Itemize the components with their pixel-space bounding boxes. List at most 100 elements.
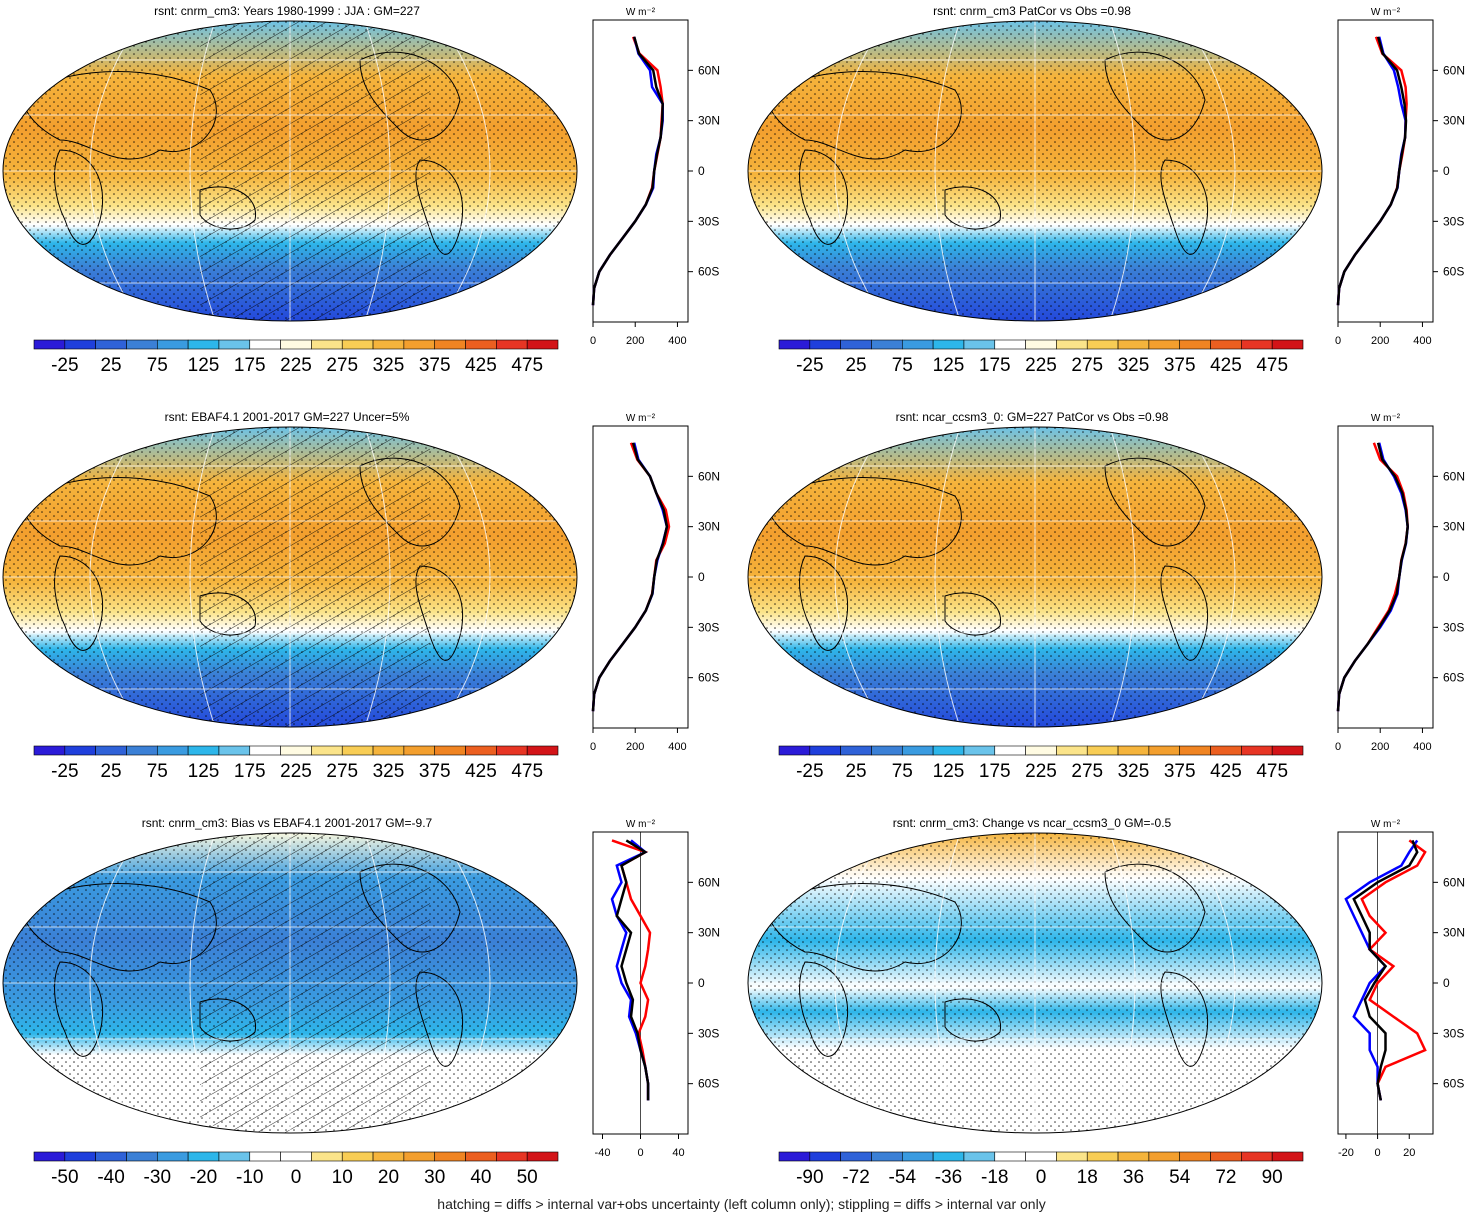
- colorbar-swatch: [1086, 339, 1119, 350]
- colorbar-tick-label: 90: [1262, 1167, 1283, 1188]
- colorbar-tick-label: 0: [291, 1167, 302, 1188]
- colorbar-tick-label: 125: [933, 761, 965, 782]
- colorbar-swatch: [526, 745, 559, 756]
- colorbar-tick-label: 54: [1169, 1167, 1191, 1188]
- colorbar-tick-label: 375: [1164, 761, 1196, 782]
- colorbar-swatch: [341, 745, 374, 756]
- colorbar-tick-label: 10: [332, 1167, 353, 1188]
- map-field: [748, 21, 1322, 321]
- colorbar-swatch: [156, 745, 189, 756]
- colorbar-swatch: [1271, 745, 1304, 756]
- colorbar-tick-label: 175: [234, 761, 266, 782]
- colorbar-swatch: [778, 1151, 811, 1162]
- colorbar-swatch: [311, 745, 343, 756]
- map-field: [3, 427, 577, 727]
- colorbar-swatch: [1056, 745, 1088, 756]
- colorbar-tick-label: 275: [1071, 761, 1103, 782]
- colorbar-swatch: [963, 339, 996, 350]
- latitude-tick-label: 30S: [698, 214, 719, 228]
- colorbar-swatch: [1179, 339, 1211, 350]
- profile-line-black: [591, 442, 669, 712]
- colorbar-swatch: [1241, 745, 1273, 756]
- colorbar-swatch: [496, 745, 528, 756]
- colorbar-tick-label: 425: [465, 761, 497, 782]
- colorbar-tick-label: 125: [933, 355, 965, 376]
- latitude-tick-label: 60N: [1443, 469, 1465, 483]
- colorbar-tick-label: 475: [1256, 355, 1288, 376]
- colorbar-swatch: [901, 1151, 934, 1162]
- latitude-tick-label: 60N: [1443, 63, 1465, 77]
- colorbar-tick-label: 175: [234, 355, 266, 376]
- colorbar-tick-label: 225: [280, 355, 312, 376]
- latitude-tick-label: 30S: [698, 620, 719, 634]
- profile-line-black: [591, 36, 664, 306]
- panel-title: rsnt: cnrm_cm3: Years 1980-1999 : JJA : …: [154, 4, 420, 18]
- colorbar-swatch: [840, 1151, 872, 1162]
- colorbar-tick-label: 25: [100, 761, 121, 782]
- colorbar-swatch: [1056, 1151, 1088, 1162]
- colorbar-swatch: [1210, 339, 1242, 350]
- latitude-tick-label: 60S: [1443, 265, 1464, 279]
- colorbar-swatch: [249, 745, 281, 756]
- colorbar-tick-label: 425: [465, 355, 497, 376]
- panel-graphic: -25 25 75 125 175 225 275 325 375 425 475 W m⁻² 60N 3…: [747, 413, 1465, 782]
- colorbar-swatch: [156, 339, 189, 350]
- colorbar-tick-label: 425: [1210, 355, 1242, 376]
- colorbar-swatch: [871, 339, 903, 350]
- colorbar-tick-label: -36: [935, 1167, 962, 1188]
- colorbar-swatch: [871, 745, 903, 756]
- profile-line-black: [1336, 36, 1408, 306]
- profile-frame: [592, 19, 689, 323]
- colorbar-tick-label: 175: [979, 761, 1011, 782]
- latitude-tick-label: 0: [1443, 976, 1450, 990]
- latitude-tick-label: 60S: [1443, 671, 1464, 685]
- colorbar-swatch: [1056, 339, 1088, 350]
- colorbar-swatch: [1271, 1151, 1304, 1162]
- latitude-tick-label: 0: [698, 976, 705, 990]
- colorbar-swatch: [126, 745, 158, 756]
- colorbar-swatch: [1117, 1151, 1150, 1162]
- latitude-tick-label: 0: [698, 570, 705, 584]
- latitude-tick-label: 30S: [1443, 1026, 1464, 1040]
- map-outline: [2, 20, 578, 322]
- colorbar-tick-label: 20: [378, 1167, 399, 1188]
- colorbar-swatch: [95, 1151, 127, 1162]
- profile-unit: W m⁻²: [626, 413, 656, 424]
- profile-x-tick-label: 0: [637, 1147, 643, 1159]
- map-field: [748, 833, 1322, 1133]
- profile-x-tick-label: 400: [1413, 741, 1431, 753]
- colorbar-tick-label: -50: [51, 1167, 78, 1188]
- colorbar-swatch: [1117, 745, 1150, 756]
- colorbar-swatch: [33, 1151, 66, 1162]
- colorbar-swatch: [1117, 339, 1150, 350]
- panel-p5: rsnt: cnrm_cm3: Bias vs EBAF4.1 2001-201…: [0, 812, 741, 1217]
- colorbar-swatch: [126, 339, 158, 350]
- colorbar-swatch: [156, 1151, 189, 1162]
- colorbar-swatch: [187, 745, 220, 756]
- profile-x-tick-label: -40: [595, 1147, 611, 1159]
- panel-p1: rsnt: cnrm_cm3: Years 1980-1999 : JJA : …: [0, 0, 741, 405]
- latitude-tick-label: 30N: [1443, 926, 1465, 940]
- colorbar-tick-label: 75: [147, 761, 168, 782]
- map-outline: [747, 832, 1323, 1134]
- colorbar-swatch: [434, 339, 466, 350]
- colorbar-tick-label: 375: [419, 355, 451, 376]
- panel-p6: rsnt: cnrm_cm3: Change vs ncar_ccsm3_0 G…: [745, 812, 1483, 1217]
- colorbar-tick-label: 72: [1215, 1167, 1236, 1188]
- panel-title: rsnt: cnrm_cm3: Change vs ncar_ccsm3_0 G…: [892, 816, 1172, 830]
- profile-frame: [592, 425, 689, 729]
- profile-x-tick-label: -20: [1338, 1147, 1354, 1159]
- profile-unit: W m⁻²: [1371, 7, 1401, 18]
- colorbar-tick-label: -18: [981, 1167, 1008, 1188]
- latitude-tick-label: 60S: [698, 1077, 719, 1091]
- colorbar-swatch: [64, 339, 96, 350]
- latitude-tick-label: 60S: [1443, 1077, 1464, 1091]
- profile-x-tick-label: 200: [1371, 335, 1389, 347]
- colorbar-swatch: [932, 339, 965, 350]
- colorbar-tick-label: -10: [236, 1167, 263, 1188]
- colorbar-swatch: [465, 339, 497, 350]
- colorbar-tick-label: 275: [326, 761, 358, 782]
- colorbar-tick-label: 325: [1118, 355, 1150, 376]
- colorbar-swatch: [403, 745, 436, 756]
- colorbar-tick-label: 125: [188, 355, 220, 376]
